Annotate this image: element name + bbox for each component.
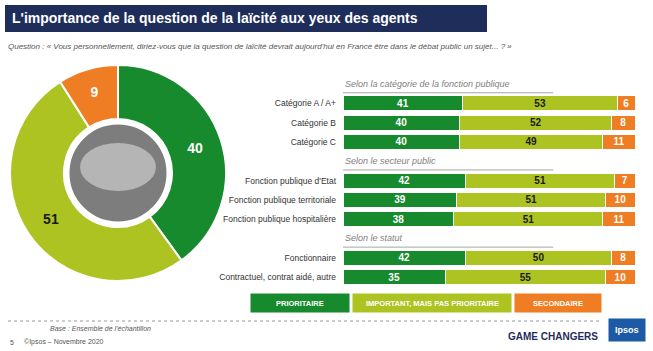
svg-text:Catégorie A / A+: Catégorie A / A+ [275, 98, 336, 108]
svg-text:8: 8 [620, 117, 626, 128]
svg-text:©Ipsos – Novembre 2020: ©Ipsos – Novembre 2020 [24, 338, 104, 346]
svg-text:Fonction publique territoriale: Fonction publique territoriale [229, 195, 337, 205]
svg-text:51: 51 [534, 175, 546, 186]
svg-text:Fonctionnaire: Fonctionnaire [284, 253, 336, 263]
svg-text:SECONDAIRE: SECONDAIRE [533, 299, 583, 308]
svg-text:6: 6 [623, 98, 629, 109]
svg-text:51: 51 [523, 214, 535, 225]
svg-text:Selon le statut: Selon le statut [345, 233, 403, 243]
svg-text:9: 9 [90, 84, 98, 100]
svg-text:40: 40 [396, 117, 408, 128]
svg-text:10: 10 [615, 194, 627, 205]
svg-text:53: 53 [534, 98, 546, 109]
svg-text:IMPORTANT, MAIS PAS PRIORITAIR: IMPORTANT, MAIS PAS PRIORITAIRE [366, 299, 499, 308]
svg-text:51: 51 [526, 194, 538, 205]
svg-text:52: 52 [530, 117, 542, 128]
svg-text:Contractuel, contrat aidé, aut: Contractuel, contrat aidé, autre [219, 272, 336, 282]
svg-text:51: 51 [43, 211, 59, 227]
svg-text:Catégorie B: Catégorie B [291, 118, 336, 128]
svg-text:55: 55 [520, 272, 532, 283]
svg-text:PRIORITAIRE: PRIORITAIRE [276, 299, 324, 308]
svg-text:35: 35 [388, 272, 400, 283]
svg-text:Catégorie C: Catégorie C [291, 137, 336, 147]
svg-text:Selon le secteur public: Selon le secteur public [345, 156, 436, 166]
svg-text:L'importance de la question de: L'importance de la question de la laïcit… [12, 10, 418, 26]
svg-text:41: 41 [397, 98, 409, 109]
svg-text:Selon la catégorie de la fonct: Selon la catégorie de la fonction publiq… [345, 79, 510, 89]
svg-text:7: 7 [622, 175, 628, 186]
svg-text:GAME CHANGERS: GAME CHANGERS [508, 331, 598, 342]
svg-text:8: 8 [620, 252, 626, 263]
svg-text:Ipsos: Ipsos [615, 325, 639, 335]
svg-text:Fonction publique d'Etat: Fonction publique d'Etat [245, 176, 337, 186]
svg-text:38: 38 [393, 214, 405, 225]
svg-text:Fonction publique hospitalière: Fonction publique hospitalière [223, 214, 336, 224]
svg-text:Base : Ensemble de l'échantill: Base : Ensemble de l'échantillon [50, 325, 151, 332]
svg-text:11: 11 [613, 136, 624, 147]
svg-text:10: 10 [615, 272, 627, 283]
svg-text:50: 50 [533, 252, 545, 263]
svg-text:40: 40 [187, 140, 203, 156]
svg-text:11: 11 [613, 214, 624, 225]
svg-text:40: 40 [396, 136, 408, 147]
svg-text:Question : « Vous personnellem: Question : « Vous personnellement, dirie… [8, 42, 512, 51]
svg-text:42: 42 [399, 175, 411, 186]
svg-text:5: 5 [10, 339, 14, 346]
svg-text:39: 39 [394, 194, 406, 205]
svg-text:42: 42 [399, 252, 411, 263]
svg-text:49: 49 [526, 136, 538, 147]
